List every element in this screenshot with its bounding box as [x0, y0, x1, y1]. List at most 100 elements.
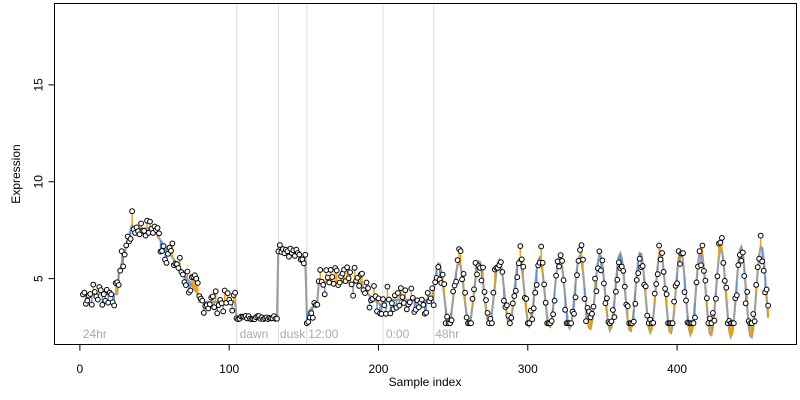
data-point: [363, 279, 370, 286]
data-point: [348, 281, 355, 288]
data-point: [232, 289, 239, 296]
data-point: [154, 225, 161, 231]
data-point: [553, 272, 559, 279]
data-point: [509, 300, 516, 307]
data-point: [571, 310, 577, 317]
data-point: [520, 263, 527, 270]
data-point: [518, 256, 525, 263]
data-point: [557, 252, 564, 259]
data-point: [717, 239, 724, 246]
data-point: [614, 276, 621, 283]
data-point: [136, 231, 143, 238]
data-point: [194, 280, 201, 286]
data-point: [589, 310, 595, 317]
data-point: [574, 272, 580, 279]
annotations: 24hr dawn dusk 12:00 0:00 48hr: [83, 327, 459, 341]
data-point: [220, 308, 227, 315]
data-point: [699, 242, 706, 249]
data-point: [381, 302, 388, 309]
data-point: [227, 299, 234, 306]
data-point: [759, 258, 766, 265]
data-point: [423, 309, 430, 316]
data-point: [660, 269, 667, 275]
data-point: [669, 320, 676, 327]
data-point: [359, 270, 365, 277]
data-point: [501, 297, 507, 304]
data-point: [763, 286, 770, 293]
data-point: [596, 248, 603, 255]
data-point: [490, 289, 497, 296]
data-point: [560, 277, 567, 284]
data-point: [121, 251, 128, 258]
data-point: [127, 236, 134, 242]
data-point: [321, 291, 328, 298]
data-point: [651, 290, 658, 297]
data-point: [111, 302, 118, 309]
data-point: [478, 277, 485, 284]
data-point: [424, 290, 431, 296]
data-point: [692, 314, 698, 321]
data-point: [200, 310, 207, 316]
x-axis: 0 100 200 300 400: [77, 344, 687, 376]
data-point: [81, 289, 88, 296]
data-point: [656, 242, 662, 249]
data-point: [344, 264, 351, 271]
data-point: [489, 320, 495, 327]
data-point: [760, 267, 767, 274]
data-point: [163, 260, 170, 266]
data-point: [439, 271, 446, 278]
data-point: [94, 296, 101, 303]
data-point: [430, 302, 437, 309]
data-point: [399, 294, 406, 301]
data-point: [532, 289, 539, 296]
data-point: [469, 295, 476, 302]
data-point: [507, 320, 513, 327]
data-point: [624, 303, 631, 310]
data-point: [159, 248, 165, 254]
data-point: [559, 258, 565, 264]
data-point: [371, 283, 377, 289]
data-point: [613, 288, 619, 295]
data-point: [108, 291, 115, 298]
data-point: [214, 310, 221, 317]
data-point: [99, 301, 106, 308]
data-point: [156, 230, 162, 237]
data-point: [347, 269, 354, 276]
data-point: [580, 256, 586, 263]
data-point: [548, 318, 555, 324]
y-tick-label: 10: [32, 175, 46, 189]
data-point: [720, 260, 727, 266]
data-point: [508, 314, 515, 321]
data-point: [474, 271, 480, 278]
data-point: [499, 269, 506, 275]
data-point: [211, 304, 218, 311]
data-point: [556, 263, 562, 270]
data-point: [644, 312, 651, 319]
data-point: [409, 295, 416, 301]
data-point: [366, 304, 373, 311]
data-point: [308, 310, 315, 317]
data-point: [168, 247, 174, 254]
data-point: [754, 264, 761, 271]
data-point: [471, 286, 477, 293]
data-point: [362, 290, 368, 297]
data-point: [577, 247, 583, 253]
data-point: [396, 302, 403, 309]
data-point: [468, 320, 474, 327]
data-point: [427, 295, 434, 302]
data-point: [333, 267, 340, 274]
x-axis-title: Sample index: [389, 375, 462, 389]
data-point: [351, 264, 358, 271]
data-point: [296, 251, 303, 258]
data-point: [744, 289, 751, 295]
data-point: [681, 289, 688, 296]
data-point: [336, 279, 343, 286]
data-point: [309, 314, 316, 321]
data-point: [738, 257, 745, 264]
data-point: [599, 257, 606, 264]
data-point: [620, 268, 627, 274]
data-point: [515, 260, 522, 267]
data-point: [481, 289, 488, 295]
data-point: [408, 285, 415, 292]
data-point: [463, 314, 470, 321]
